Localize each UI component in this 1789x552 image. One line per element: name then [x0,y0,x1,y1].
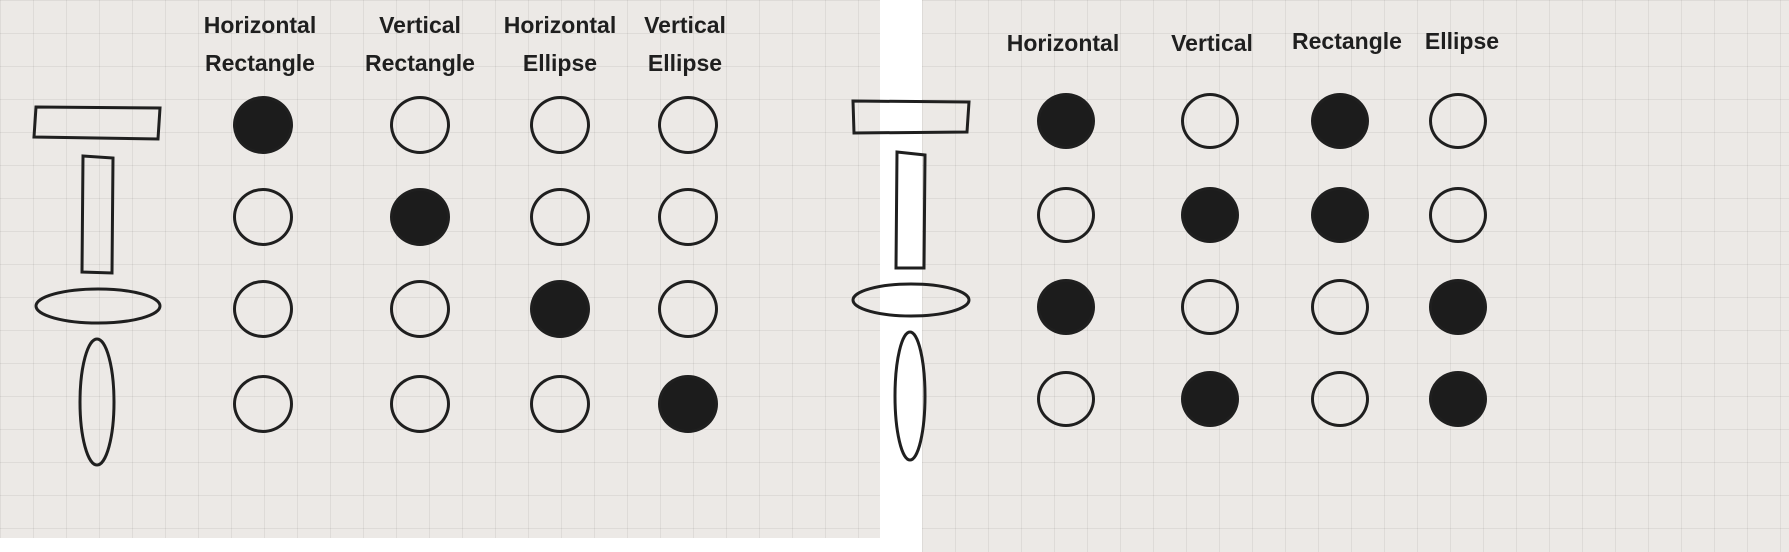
column-header: Ellipse [1424,28,1500,54]
filled-circle [1181,371,1239,427]
column-header: Vertical Ellipse [644,12,726,76]
empty-circle [1311,371,1369,427]
empty-circle [530,96,590,154]
filled-circle [1037,279,1095,335]
empty-circle [1037,187,1095,243]
filled-circle [1311,187,1369,243]
empty-circle [390,96,450,154]
horizontal-ellipse-shape [34,287,162,325]
empty-circle [658,96,718,154]
row-shapes [32,105,162,467]
diagram-panel-left: Horizontal Rectangle Vertical Rectangle … [0,0,880,538]
filled-circle [530,280,590,338]
vertical-rectangle-shape [80,154,115,275]
vertical-ellipse-shape [78,337,116,467]
empty-circle [1181,279,1239,335]
filled-circle [1311,93,1369,149]
empty-circle [1429,187,1487,243]
column-header: Vertical [1171,30,1253,56]
filled-circle [1429,371,1487,427]
vertical-ellipse-shape [893,330,927,462]
column-header: Horizontal Rectangle [203,12,317,76]
column-header: Horizontal Ellipse [503,12,617,76]
diagram-panel-right: Horizontal Vertical Rectangle Ellipse [922,0,1789,552]
empty-circle [390,280,450,338]
column-header: Rectangle [1292,28,1402,54]
empty-circle [1037,371,1095,427]
horizontal-rectangle-shape [32,105,162,141]
filled-circle [1037,93,1095,149]
filled-circle [1429,279,1487,335]
empty-circle [233,375,293,433]
filled-circle [1181,187,1239,243]
empty-circle [233,188,293,246]
empty-circle [1429,93,1487,149]
empty-circle [233,280,293,338]
empty-circle [390,375,450,433]
empty-circle [658,280,718,338]
filled-circle [233,96,293,154]
empty-circle [1181,93,1239,149]
column-header: Horizontal [1006,30,1120,56]
empty-circle [658,188,718,246]
empty-circle [530,375,590,433]
empty-circle [1311,279,1369,335]
column-header: Vertical Rectangle [365,12,475,76]
vertical-rectangle-shape [894,150,927,270]
filled-circle [390,188,450,246]
empty-circle [530,188,590,246]
filled-circle [658,375,718,433]
